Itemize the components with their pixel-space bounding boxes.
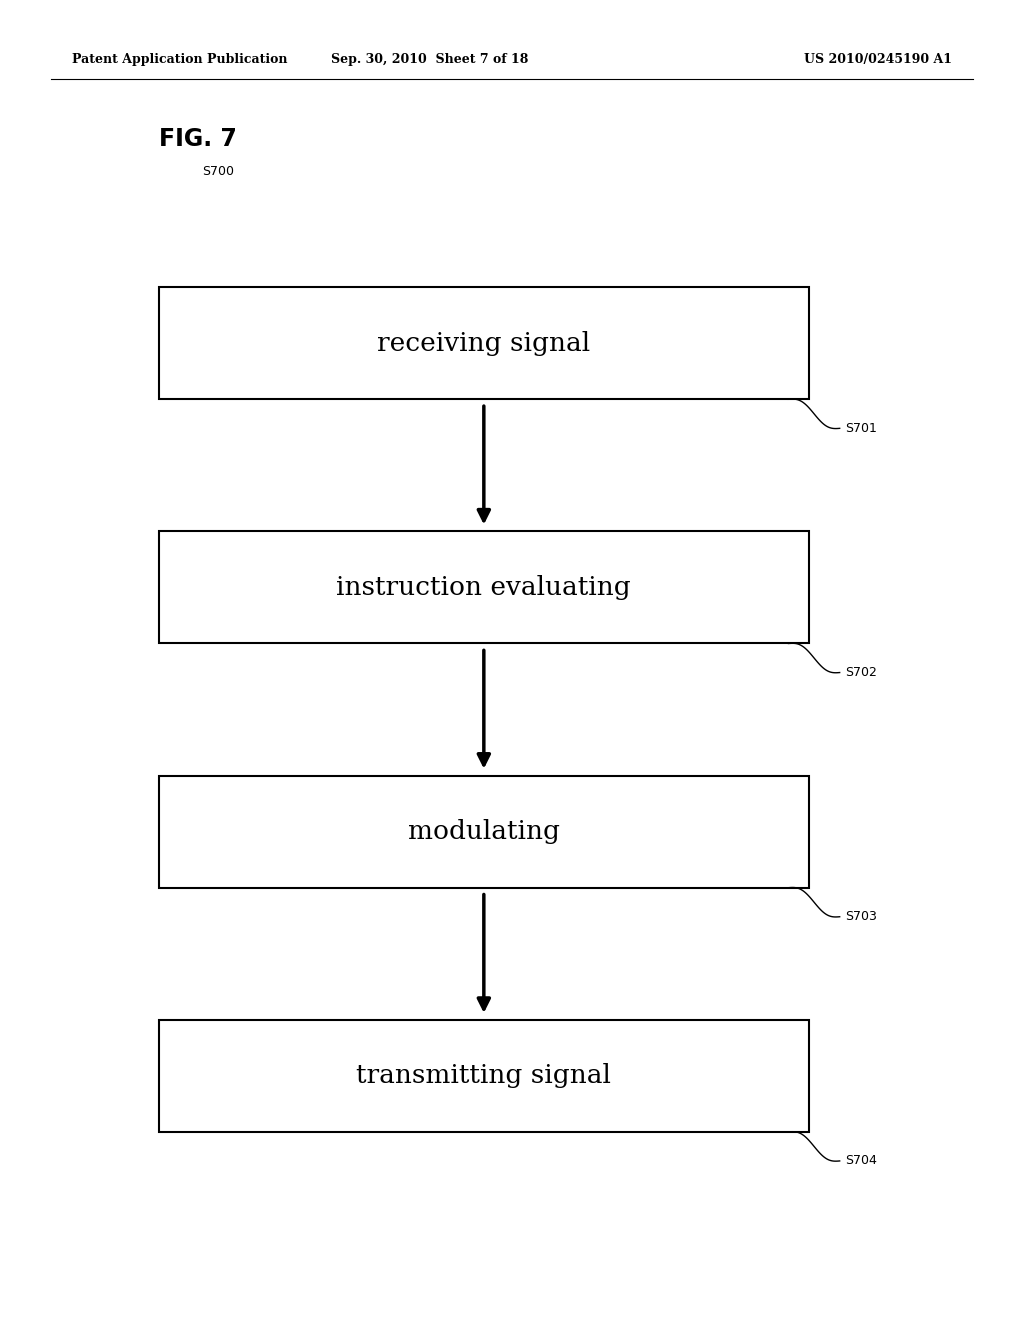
- Text: S703: S703: [845, 911, 877, 923]
- Text: S702: S702: [845, 667, 877, 678]
- Bar: [159, 286, 809, 399]
- Text: FIG. 7: FIG. 7: [159, 127, 237, 150]
- Text: S704: S704: [845, 1155, 877, 1167]
- Text: modulating: modulating: [408, 820, 560, 843]
- Text: instruction evaluating: instruction evaluating: [337, 576, 631, 599]
- Text: Sep. 30, 2010  Sheet 7 of 18: Sep. 30, 2010 Sheet 7 of 18: [332, 53, 528, 66]
- Text: Patent Application Publication: Patent Application Publication: [72, 53, 287, 66]
- Text: S701: S701: [845, 422, 877, 434]
- Text: S700: S700: [202, 165, 233, 178]
- Text: receiving signal: receiving signal: [377, 331, 591, 355]
- Bar: [159, 776, 809, 887]
- Bar: [159, 1020, 809, 1133]
- Bar: [159, 531, 809, 643]
- Text: US 2010/0245190 A1: US 2010/0245190 A1: [804, 53, 952, 66]
- Text: transmitting signal: transmitting signal: [356, 1064, 611, 1088]
